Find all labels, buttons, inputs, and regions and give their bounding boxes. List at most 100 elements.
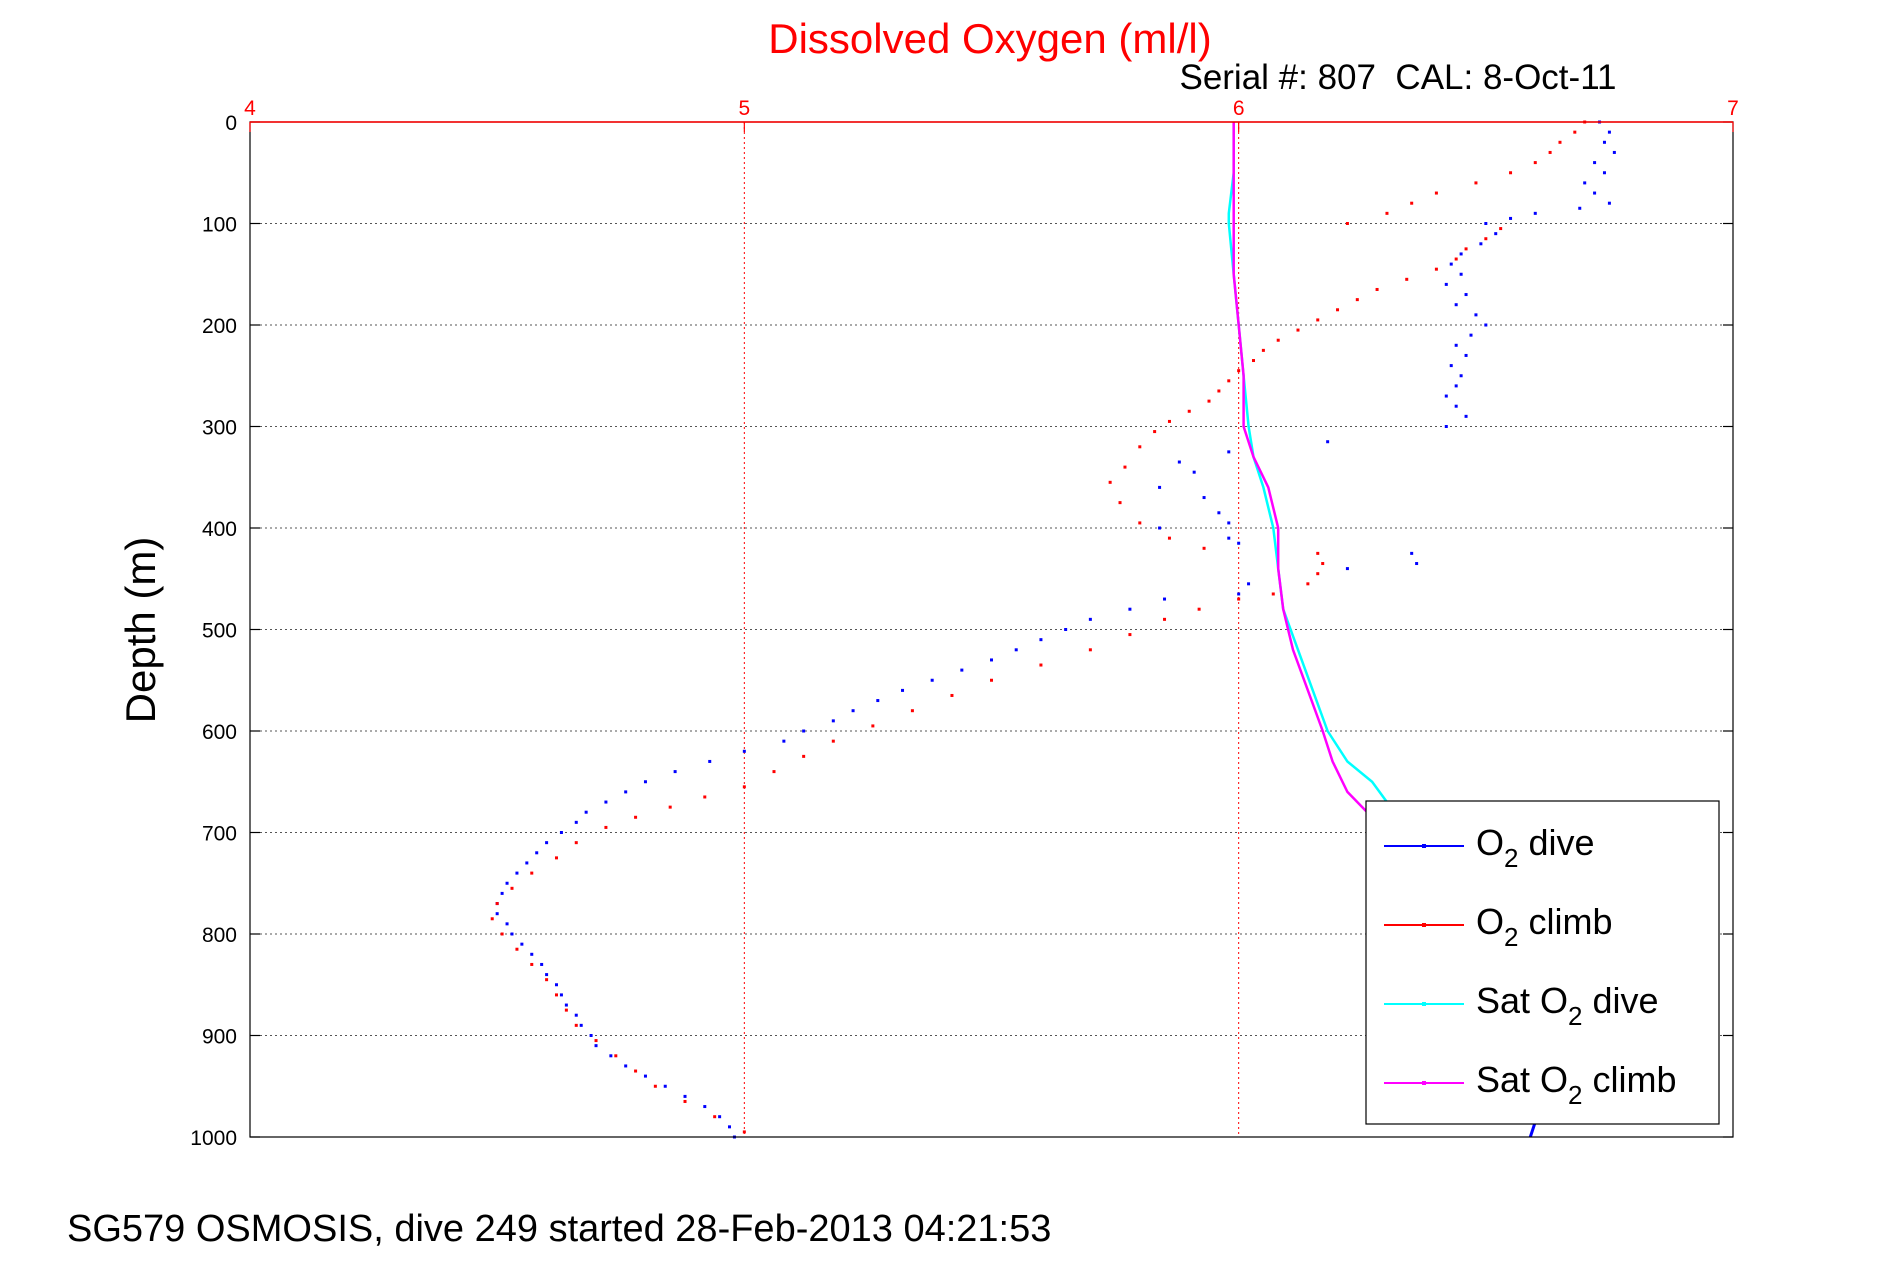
data-point [1405, 277, 1409, 281]
data-point [673, 770, 677, 774]
data-point [1118, 501, 1122, 505]
data-point [559, 993, 563, 997]
data-point [1227, 536, 1231, 540]
data-point [604, 825, 608, 829]
data-point [1271, 592, 1275, 596]
data-point [1039, 663, 1043, 667]
chart-subtitle: Serial #: 807 CAL: 8-Oct-11 [1179, 58, 1616, 97]
data-point [1474, 313, 1478, 317]
data-point [1434, 267, 1438, 271]
data-point [634, 1069, 638, 1073]
legend-box [1365, 800, 1720, 1125]
series-sat-o2-climb [1232, 122, 1388, 834]
data-point [703, 795, 707, 799]
data-point [960, 668, 964, 672]
data-point [802, 754, 806, 758]
data-point [1583, 181, 1587, 185]
data-point [579, 1023, 583, 1027]
legend-item: Sat O2 dive [1384, 980, 1659, 1031]
data-point [1217, 389, 1221, 393]
series-line [1232, 122, 1388, 834]
data-point [1128, 633, 1132, 637]
data-point [1326, 440, 1330, 444]
data-point [901, 688, 905, 692]
data-point [624, 790, 628, 794]
data-point [683, 1094, 687, 1098]
data-point [530, 871, 534, 875]
data-point [1464, 293, 1468, 297]
data-point [545, 973, 549, 977]
data-point [1607, 130, 1611, 134]
data-point [594, 1044, 598, 1048]
legend-item: Sat O2 climb [1384, 1059, 1677, 1110]
data-point [1607, 201, 1611, 205]
data-point [653, 1084, 657, 1088]
footer-caption: SG579 OSMOSIS, dive 249 started 28-Feb-2… [67, 1208, 1052, 1250]
data-point [604, 800, 608, 804]
data-point [1415, 562, 1419, 566]
data-point [1459, 272, 1463, 276]
data-point [742, 1130, 746, 1134]
data-point [495, 902, 499, 906]
chart-title: Dissolved Oxygen (ml/l) [768, 15, 1211, 62]
data-point [1306, 582, 1310, 586]
y-tick-label: 700 [202, 823, 237, 846]
data-point [1217, 511, 1221, 515]
legend-marker [1422, 844, 1426, 848]
data-point [718, 1115, 722, 1119]
series-sat-o2-dive [1227, 122, 1394, 833]
data-point [831, 739, 835, 743]
data-point [1375, 287, 1379, 291]
data-point [545, 841, 549, 845]
data-point [643, 780, 647, 784]
data-point [1237, 592, 1241, 596]
data-point [1237, 369, 1241, 373]
y-tick-label: 400 [202, 518, 237, 541]
data-point [574, 1013, 578, 1017]
legend-label: Sat O2 dive [1476, 980, 1659, 1031]
legend-marker [1422, 923, 1426, 927]
data-point [831, 719, 835, 723]
data-point [668, 805, 672, 809]
data-point [1602, 171, 1606, 175]
data-point [1138, 445, 1142, 449]
legend-marker [1422, 1081, 1426, 1085]
data-point [1088, 648, 1092, 652]
data-point [1410, 551, 1414, 555]
data-point [990, 658, 993, 662]
series-o2-dive [495, 120, 1616, 1139]
data-point [1573, 130, 1577, 134]
data-point [1509, 171, 1513, 175]
data-point [1167, 536, 1171, 540]
data-point [1227, 379, 1231, 383]
data-point [1479, 242, 1483, 246]
y-axis-label: Depth (m) [117, 537, 164, 724]
x-tick-label: 5 [738, 97, 750, 120]
data-point [1494, 232, 1498, 236]
data-point [609, 1054, 613, 1058]
data-point [559, 831, 563, 834]
data-point [1548, 150, 1552, 154]
data-point [742, 785, 746, 789]
legend-label: O2 climb [1476, 901, 1613, 952]
data-point [500, 932, 504, 936]
data-point [535, 851, 539, 855]
data-point [1474, 181, 1478, 185]
data-point [1454, 257, 1458, 261]
data-point [1612, 150, 1616, 154]
data-point [1202, 546, 1206, 550]
data-point [1499, 227, 1503, 231]
data-point [614, 1054, 618, 1058]
data-point [772, 770, 776, 774]
data-point [1464, 353, 1468, 357]
data-point [1578, 206, 1582, 210]
data-point [1316, 551, 1320, 555]
data-point [634, 815, 638, 819]
data-point [594, 1039, 598, 1043]
data-point [1345, 567, 1349, 571]
data-point [1227, 521, 1231, 525]
data-point [1444, 425, 1448, 428]
data-point [802, 729, 806, 733]
y-tick-label: 600 [202, 721, 237, 744]
series-o2-climb [490, 120, 1587, 1134]
